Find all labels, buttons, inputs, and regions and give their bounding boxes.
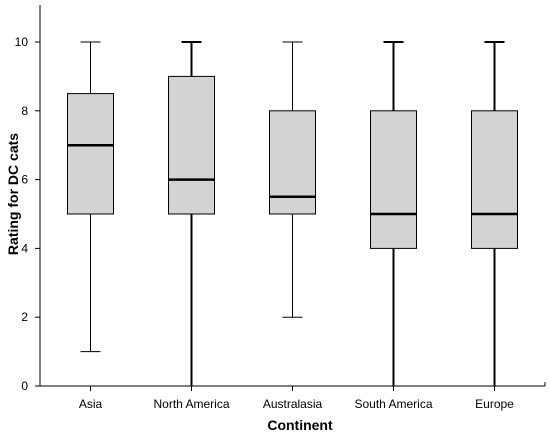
axes: 0 2 4 6 8 10 Asia North America Australasia South…: [15, 5, 546, 411]
iqr-box: [269, 110, 316, 215]
y-tick-label: 4: [21, 241, 28, 255]
box-group: [67, 41, 518, 386]
x-tick-label: South America: [354, 397, 432, 411]
iqr-box: [471, 110, 518, 249]
x-axis-title: Continent: [267, 417, 333, 433]
y-tick-label: 10: [15, 35, 29, 49]
y-tick-label: 0: [21, 379, 28, 393]
iqr-box: [370, 110, 417, 249]
y-tick-label: 2: [21, 310, 28, 324]
x-tick-label: North America: [153, 397, 229, 411]
box-europe: [471, 41, 518, 386]
box-south-america: [370, 41, 417, 386]
iqr-box: [67, 93, 114, 215]
y-tick-label: 6: [21, 173, 28, 187]
box-north-america: [168, 41, 215, 386]
iqr-box: [168, 75, 215, 215]
box-asia: [67, 41, 114, 353]
x-tick-label: Europe: [475, 397, 514, 411]
box-australasia: [269, 41, 316, 318]
y-axis-title: Rating for DC cats: [5, 133, 21, 255]
x-tick-label: Australasia: [263, 397, 323, 411]
y-tick-label: 8: [21, 104, 28, 118]
x-tick-label: Asia: [79, 397, 103, 411]
